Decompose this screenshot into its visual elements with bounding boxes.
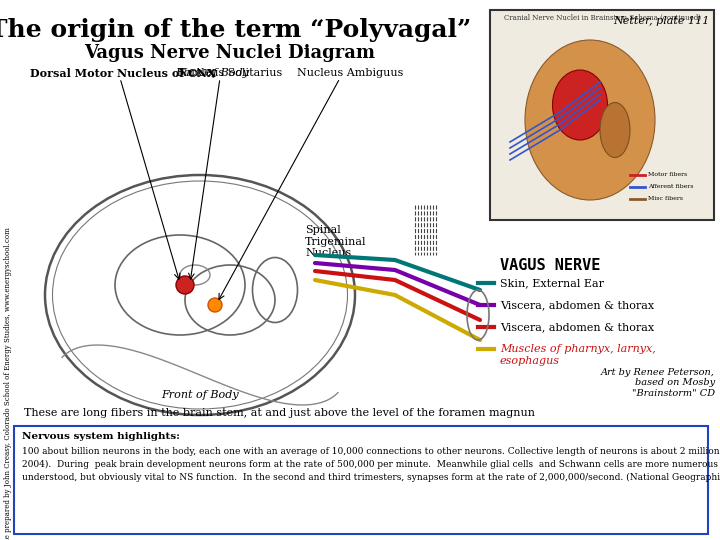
- Text: The origin of the term “Polyvagal”: The origin of the term “Polyvagal”: [0, 18, 471, 42]
- Text: Cranial Nerve Nuclei in Brainstem Schema (continued): Cranial Nerve Nuclei in Brainstem Schema…: [503, 14, 701, 22]
- Text: Slide prepared by John Creasy, Colorado School of Energy Studies, www.energyscho: Slide prepared by John Creasy, Colorado …: [4, 227, 12, 540]
- Text: Back of Body: Back of Body: [175, 68, 249, 78]
- Text: Nervous system highlights:: Nervous system highlights:: [22, 432, 180, 441]
- Text: Skin, External Ear: Skin, External Ear: [500, 278, 604, 288]
- Text: Netter, plate 111: Netter, plate 111: [613, 16, 710, 26]
- Text: Misc fibers: Misc fibers: [648, 197, 683, 201]
- Text: Viscera, abdomen & thorax: Viscera, abdomen & thorax: [500, 300, 654, 310]
- Text: Afferent fibers: Afferent fibers: [648, 185, 693, 190]
- Text: Spinal
Trigeminal
Nucleus: Spinal Trigeminal Nucleus: [305, 225, 366, 258]
- Text: Nucleus Ambiguus: Nucleus Ambiguus: [297, 68, 403, 78]
- FancyBboxPatch shape: [14, 426, 708, 534]
- Text: Art by Renee Peterson,
based on Mosby
"Brainstorm" CD: Art by Renee Peterson, based on Mosby "B…: [601, 368, 715, 398]
- Ellipse shape: [600, 103, 630, 158]
- Text: Vagus Nerve Nuclei Diagram: Vagus Nerve Nuclei Diagram: [84, 44, 376, 62]
- Ellipse shape: [552, 70, 608, 140]
- Text: 2004).  During  peak brain development neurons form at the rate of 500,000 per m: 2004). During peak brain development neu…: [22, 460, 720, 469]
- Text: 100 about billion neurons in the body, each one with an average of 10,000 connec: 100 about billion neurons in the body, e…: [22, 447, 720, 456]
- Text: Dorsal Motor Nucleus of CNX: Dorsal Motor Nucleus of CNX: [30, 68, 215, 79]
- Text: Viscera, abdomen & thorax: Viscera, abdomen & thorax: [500, 322, 654, 332]
- Text: Muscles of pharnyx, larnyx,
esophagus: Muscles of pharnyx, larnyx, esophagus: [500, 344, 656, 366]
- Ellipse shape: [45, 175, 355, 415]
- FancyBboxPatch shape: [490, 10, 714, 220]
- Text: VAGUS NERVE: VAGUS NERVE: [500, 258, 600, 273]
- Circle shape: [176, 276, 194, 294]
- Circle shape: [208, 298, 222, 312]
- Text: Nucleus Solitarius: Nucleus Solitarius: [178, 68, 282, 78]
- Text: These are long fibers in the brain stem, at and just above the level of the fora: These are long fibers in the brain stem,…: [24, 408, 536, 418]
- Text: Front of Body: Front of Body: [161, 390, 239, 400]
- Text: understood, but obviously vital to NS function.  In the second and third trimest: understood, but obviously vital to NS fu…: [22, 473, 720, 482]
- Text: Motor fibers: Motor fibers: [648, 172, 688, 178]
- Ellipse shape: [525, 40, 655, 200]
